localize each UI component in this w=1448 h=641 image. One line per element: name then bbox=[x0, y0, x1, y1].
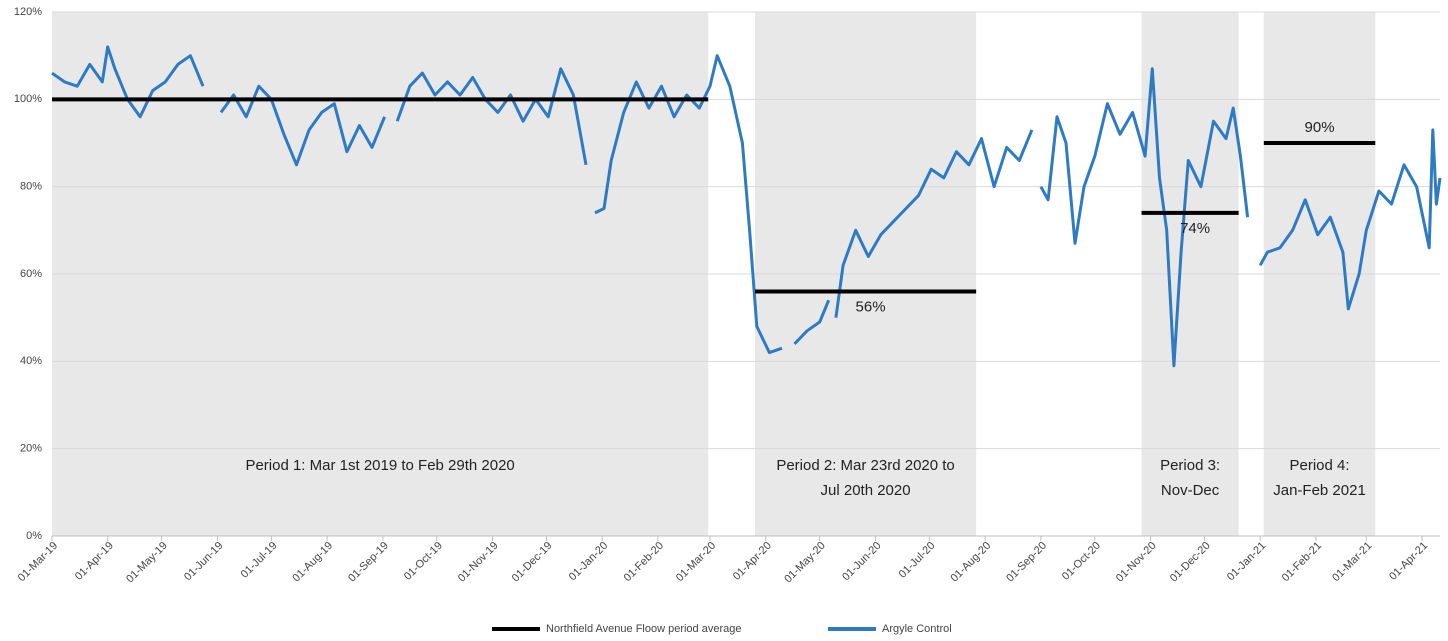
legend-label: Argyle Control bbox=[882, 623, 952, 635]
average-label: 74% bbox=[1180, 220, 1210, 237]
y-tick-label: 20% bbox=[20, 443, 42, 455]
y-tick-label: 100% bbox=[14, 93, 42, 105]
x-tick-label: 01-May-19 bbox=[124, 540, 170, 586]
x-tick-label: 01-Jun-19 bbox=[182, 540, 226, 584]
x-tick-label: 01-Mar-20 bbox=[674, 540, 718, 584]
y-tick-label: 60% bbox=[20, 268, 42, 280]
x-tick-label: 01-Apr-21 bbox=[1387, 540, 1430, 583]
x-tick-label: 01-Jan-21 bbox=[1225, 540, 1269, 584]
x-tick-label: 01-Mar-19 bbox=[16, 540, 60, 584]
x-tick-label: 01-Sep-19 bbox=[346, 540, 391, 585]
period-label: Period 1: Mar 1st 2019 to Feb 29th 2020 bbox=[245, 457, 514, 474]
y-tick-label: 40% bbox=[20, 355, 42, 367]
x-tick-label: 01-Oct-20 bbox=[1060, 540, 1103, 583]
period-label: Jul 20th 2020 bbox=[821, 482, 911, 499]
period-label: Period 3: bbox=[1160, 457, 1220, 474]
x-tick-label: 01-Oct-19 bbox=[402, 540, 445, 583]
x-tick-label: 01-Apr-19 bbox=[73, 540, 116, 583]
x-tick-label: 01-May-20 bbox=[782, 540, 828, 586]
legend-label: Northfield Avenue Floow period average bbox=[546, 623, 741, 635]
x-tick-label: 01-Aug-20 bbox=[948, 540, 993, 585]
period-label: Nov-Dec bbox=[1161, 482, 1220, 499]
y-tick-label: 120% bbox=[14, 6, 42, 18]
period-label: Jan-Feb 2021 bbox=[1273, 482, 1366, 499]
period-label: Period 2: Mar 23rd 2020 to bbox=[776, 457, 954, 474]
x-tick-label: 01-Jun-20 bbox=[840, 540, 884, 584]
x-tick-label: 01-Mar-21 bbox=[1330, 540, 1374, 584]
x-tick-label: 01-Feb-21 bbox=[1280, 540, 1324, 584]
x-tick-label: 01-Aug-19 bbox=[290, 540, 335, 585]
x-tick-label: 01-Apr-20 bbox=[731, 540, 774, 583]
x-tick-label: 01-Sep-20 bbox=[1004, 540, 1049, 585]
data-line bbox=[51, 45, 1442, 368]
average-label: 56% bbox=[856, 298, 886, 315]
y-tick-label: 0% bbox=[26, 530, 42, 542]
x-tick-label: 01-Jul-20 bbox=[897, 540, 938, 581]
x-tick-label: 01-Feb-20 bbox=[622, 540, 666, 584]
x-tick-label: 01-Dec-20 bbox=[1168, 540, 1213, 585]
x-tick-label: 01-Jul-19 bbox=[239, 540, 280, 581]
x-tick-label: 01-Jan-20 bbox=[567, 540, 611, 584]
period-label: Period 4: bbox=[1290, 457, 1350, 474]
x-tick-label: 01-Nov-19 bbox=[456, 540, 501, 585]
x-tick-label: 01-Dec-19 bbox=[510, 540, 555, 585]
average-label: 90% bbox=[1305, 119, 1335, 136]
x-tick-label: 01-Nov-20 bbox=[1114, 540, 1159, 585]
y-tick-label: 80% bbox=[20, 181, 42, 193]
